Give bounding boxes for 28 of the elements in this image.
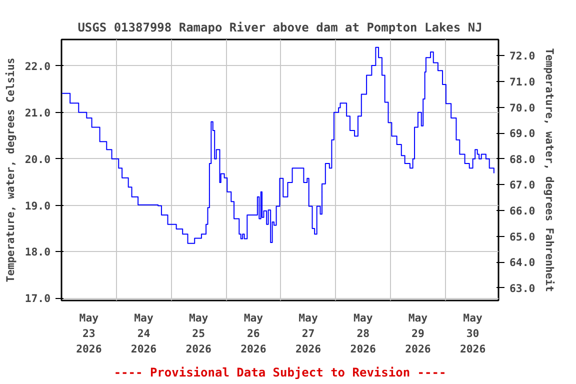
x-tick-label: May 29 2026 xyxy=(405,312,431,356)
y2-tick-label: 65.0 xyxy=(510,230,536,244)
y-tick-label: 17.0 xyxy=(24,292,51,306)
y-tick-label: 20.0 xyxy=(24,152,51,166)
y2-tick-label: 66.0 xyxy=(510,204,536,218)
x-tick-label: May 24 2026 xyxy=(130,312,157,356)
y2-tick-label: 70.0 xyxy=(510,101,536,114)
x-tick-label: May 28 2026 xyxy=(350,312,376,356)
y2-axis-title: Temperature, water, degrees Fahrenheit xyxy=(543,48,556,292)
y2-tick-label: 69.0 xyxy=(510,127,536,140)
y2-tick-label: 72.0 xyxy=(510,50,536,63)
y-tick-label: 21.0 xyxy=(24,106,51,120)
x-tick-label: May 30 2026 xyxy=(460,312,486,356)
x-tick-label: May 26 2026 xyxy=(240,312,266,356)
y2-tick-label: 63.0 xyxy=(510,282,536,295)
text: ---- Provisional Data Subject to Revision ---- xyxy=(114,366,446,380)
y2-tick-label: 68.0 xyxy=(510,152,536,166)
y-tick-label: 18.0 xyxy=(24,246,51,259)
y2-tick-label: 64.0 xyxy=(510,256,536,270)
x-tick-label: May 27 2026 xyxy=(295,312,322,356)
y-axis-title: Temperature, water, degrees Celsius xyxy=(4,58,17,282)
y-tick-label: 19.0 xyxy=(24,199,51,212)
y2-tick-label: 67.0 xyxy=(510,178,536,192)
x-tick-label: May 23 2026 xyxy=(76,312,102,356)
y-tick-label: 22.0 xyxy=(24,60,51,73)
chart-title: USGS 01387998 Ramapo River above dam at Pompton Lakes NJ xyxy=(78,20,482,34)
x-tick-label: May 25 2026 xyxy=(186,312,212,356)
y2-tick-label: 71.0 xyxy=(510,76,536,89)
